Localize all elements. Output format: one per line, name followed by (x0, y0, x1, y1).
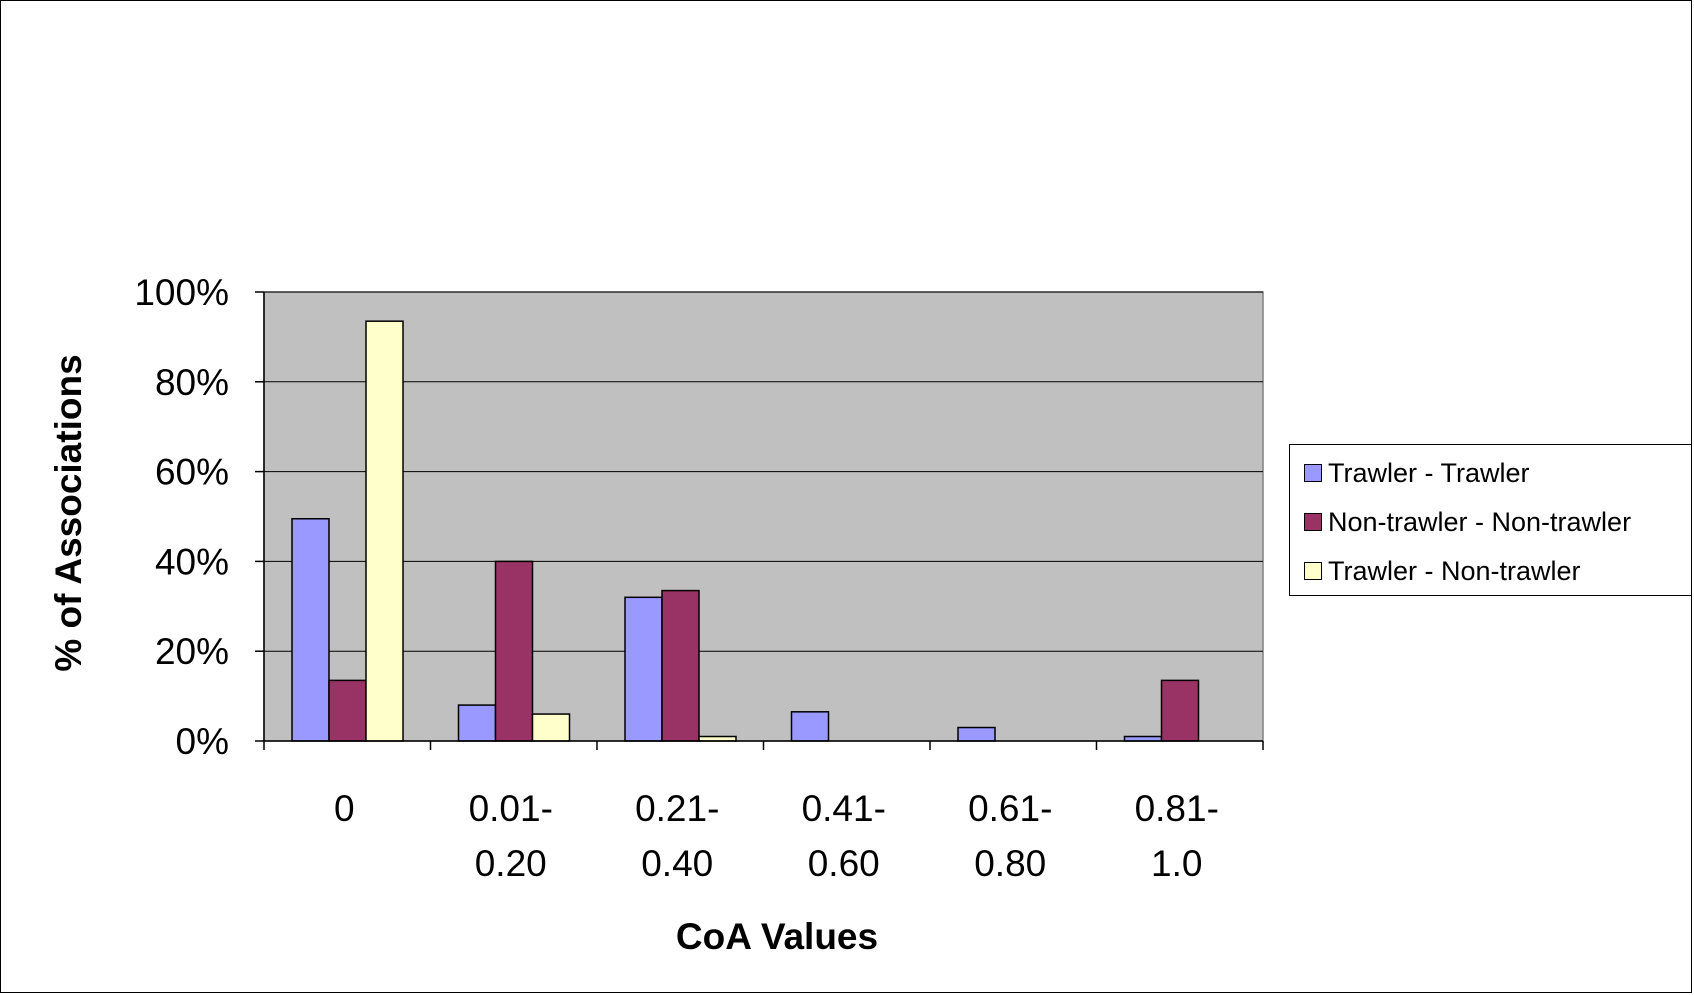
x-tick-label: 0.01- (469, 788, 553, 829)
y-axis-title: % of Associations (48, 354, 89, 671)
y-tick-label: 0% (176, 721, 229, 762)
bar-series-0-category-0 (291, 517, 330, 742)
bar-series-2-category-0 (365, 320, 404, 742)
x-tick-label: 0.80 (974, 843, 1046, 884)
legend-item-trawler-nontrawler: Trawler - Non-trawler (1304, 551, 1581, 591)
x-tick-label: 0.81- (1135, 788, 1219, 829)
legend-label: Trawler - Trawler (1328, 457, 1530, 488)
x-tick-label: 0.41- (802, 788, 886, 829)
bar-series-0-category-2 (624, 596, 663, 742)
bar-series-1-category-5 (1160, 679, 1200, 742)
bar-series-1-category-2 (661, 589, 700, 742)
bar-series-0-category-3 (790, 711, 830, 742)
x-tick-label: 0 (334, 788, 355, 829)
y-tick-label: 20% (155, 631, 229, 672)
bar-series-2-category-1 (531, 713, 571, 742)
legend-label: Trawler - Non-trawler (1328, 555, 1581, 586)
x-tick-label: 0.21- (635, 788, 719, 829)
x-tick-label: 1.0 (1151, 843, 1202, 884)
x-tick-label: 0.40 (641, 843, 713, 884)
bar-series-1-category-0 (328, 679, 367, 742)
axes (255, 291, 1264, 750)
legend-item-nontrawler-nontrawler: Non-trawler - Non-trawler (1304, 502, 1631, 542)
y-tick-label: 80% (155, 362, 229, 403)
x-tick-labels: 0 0.01- 0.20 0.21- 0.40 0.41- 0.60 0.61- 0.80 0.8… (334, 788, 1219, 884)
legend: Trawler - Trawler Non-trawler - Non-traw… (1289, 444, 1691, 596)
bar-series-1-category-1 (494, 560, 534, 742)
x-axis-title: CoA Values (676, 916, 878, 957)
y-tick-label: 40% (155, 541, 229, 582)
legend-swatch-trawler-trawler (1304, 464, 1322, 482)
x-tick-label: 0.60 (808, 843, 880, 884)
legend-item-trawler-trawler: Trawler - Trawler (1304, 453, 1530, 493)
y-tick-labels: 0% 20% 40% 60% 80% 100% (134, 272, 229, 762)
x-tick-label: 0.61- (968, 788, 1052, 829)
bar-series-0-category-1 (457, 704, 497, 742)
legend-swatch-trawler-nontrawler (1304, 562, 1322, 580)
legend-label: Non-trawler - Non-trawler (1328, 506, 1632, 537)
y-tick-label: 60% (155, 452, 229, 493)
y-tick-label: 100% (134, 272, 229, 313)
bar-series-0-category-4 (957, 726, 996, 742)
bars (291, 320, 1200, 742)
legend-swatch-nontrawler-nontrawler (1304, 513, 1322, 531)
x-tick-label: 0.20 (475, 843, 547, 884)
plot-area (263, 291, 1264, 742)
gridlines (264, 291, 1263, 652)
